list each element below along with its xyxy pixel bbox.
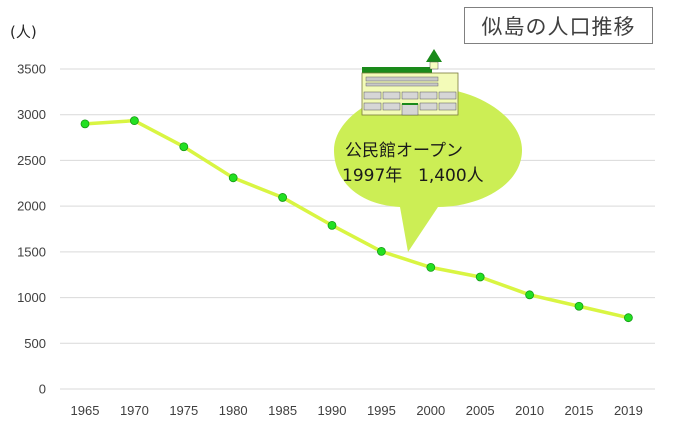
chart-title: 似島の人口推移 — [464, 7, 653, 44]
y-tick-label: 1500 — [17, 244, 46, 259]
y-tick-label: 0 — [39, 382, 46, 397]
data-point — [574, 301, 584, 311]
data-point — [179, 142, 189, 152]
annotation-value: 1,400人 — [418, 166, 484, 186]
x-tick-label: 1970 — [120, 403, 149, 418]
x-tick-label: 2010 — [515, 403, 544, 418]
data-point — [376, 246, 386, 256]
x-tick-label: 1985 — [268, 403, 297, 418]
data-point — [624, 313, 633, 323]
data-point — [475, 272, 485, 282]
x-tick-label: 2015 — [565, 403, 594, 418]
bubble-shape — [334, 88, 522, 252]
population-line — [83, 118, 631, 320]
data-point — [228, 173, 238, 183]
data-point — [327, 220, 337, 230]
y-tick-label: 2000 — [17, 199, 46, 214]
y-axis-unit-label: (人) — [10, 23, 37, 41]
x-tick-label: 2005 — [466, 403, 495, 418]
y-axis-ticks: 0 500 1000 1500 2000 2500 3000 3500 — [17, 62, 46, 397]
data-point — [80, 119, 90, 129]
x-tick-label: 1975 — [169, 403, 198, 418]
annotation-year: 1997年 — [342, 166, 402, 186]
annotation-bubble: 公民館オープン 1997年 1,400人 — [334, 49, 522, 252]
y-tick-label: 3500 — [17, 62, 46, 77]
x-tick-label: 1965 — [71, 403, 100, 418]
y-tick-label: 2500 — [17, 153, 46, 168]
x-tick-label: 2000 — [416, 403, 445, 418]
data-point — [129, 116, 139, 126]
x-tick-label: 2019 — [614, 403, 643, 418]
x-tick-label: 1980 — [219, 403, 248, 418]
data-point — [278, 193, 288, 202]
data-point — [525, 290, 534, 300]
community-hall-building-icon — [361, 49, 459, 116]
y-tick-label: 3000 — [17, 107, 46, 122]
x-tick-label: 1990 — [318, 403, 347, 418]
annotation-line1: 公民館オープン — [345, 141, 463, 161]
x-axis-ticks: 1965 1970 1975 1980 1985 1990 1995 2000 2005 2010… — [71, 403, 643, 418]
data-points — [80, 116, 633, 323]
data-point — [426, 262, 436, 272]
y-tick-label: 500 — [24, 336, 46, 351]
x-tick-label: 1995 — [367, 403, 396, 418]
y-tick-label: 1000 — [17, 290, 46, 305]
